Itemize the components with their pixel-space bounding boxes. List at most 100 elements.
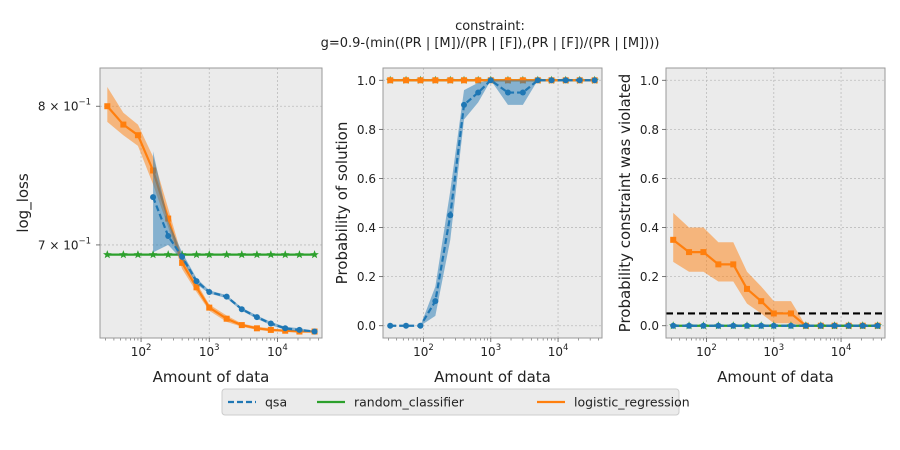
random_classifier-point <box>252 250 262 259</box>
qsa-point <box>730 322 737 329</box>
logistic_regression-point <box>417 77 424 84</box>
random_classifier-point <box>237 250 247 259</box>
qsa-point <box>758 322 765 329</box>
legend-entry-logistic_regression: logistic_regression <box>537 395 690 410</box>
qsa-point <box>223 293 230 300</box>
qsa-band <box>390 80 595 326</box>
series-group-2 <box>385 75 599 329</box>
x-tick-label: 102 <box>131 343 152 359</box>
panel-3: 102 103 104 0.0 0.2 0.4 0.6 0.8 1.0 Amount of dat… <box>616 67 886 386</box>
legend-box <box>221 388 680 416</box>
qsa-point <box>744 322 751 329</box>
qsa-point <box>461 101 468 108</box>
x-tick-label: 104 <box>548 343 569 359</box>
x-tick-label: 103 <box>480 343 501 359</box>
qsa-point <box>715 322 722 329</box>
logistic_regression-point <box>744 285 751 292</box>
plot-area-3 <box>666 68 885 338</box>
qsa-point <box>267 320 274 327</box>
random_classifier-point <box>163 250 173 259</box>
legend-label: logistic_regression <box>574 395 690 410</box>
qsa-point <box>311 328 318 335</box>
qsa-point <box>253 314 260 321</box>
logistic_regression-point <box>223 315 230 322</box>
x-axis-label: Amount of data <box>717 368 834 386</box>
y-axis-label: Probability of solution <box>333 122 351 285</box>
random_classifier-point <box>204 250 214 259</box>
logistic_regression-point <box>120 121 127 128</box>
qsa-point <box>831 322 838 329</box>
y-tick-label: 0.6 <box>357 172 376 186</box>
qsa-point <box>770 322 777 329</box>
qsa-point <box>519 89 526 96</box>
plot-area-2 <box>383 68 602 338</box>
logistic_regression-point <box>758 298 765 305</box>
series-qsa <box>150 151 318 335</box>
qsa-point <box>150 194 157 201</box>
logistic_regression-point <box>670 236 677 243</box>
qsa-point <box>845 322 852 329</box>
series-qsa <box>387 77 598 329</box>
logistic_regression-point <box>770 310 777 317</box>
qsa-point <box>548 77 555 84</box>
plot-frame-3 <box>665 67 886 339</box>
logistic_regression-point <box>715 261 722 268</box>
qsa-point <box>296 326 303 333</box>
logistic_regression-point <box>179 259 186 266</box>
qsa-point <box>193 278 200 285</box>
y-tick-label: 0.8 <box>640 123 659 137</box>
x-tick-label: 102 <box>696 343 717 359</box>
logistic_regression-point <box>104 103 111 110</box>
x-tick-label: 103 <box>199 343 220 359</box>
y-tick-label: 0.6 <box>640 172 659 186</box>
random_classifier-point <box>310 250 319 259</box>
qsa-point <box>576 77 583 84</box>
random_classifier-point <box>266 250 276 259</box>
series-qsa <box>670 322 881 329</box>
random_classifier-point <box>222 250 231 259</box>
logistic_regression-point <box>267 326 274 333</box>
series-group-1 <box>103 86 319 335</box>
y-tick-label: 1.0 <box>357 74 376 88</box>
qsa-point <box>670 322 677 329</box>
logistic_regression-point <box>461 77 468 84</box>
legend-label: random_classifier <box>354 395 465 410</box>
logistic_regression-point <box>387 77 394 84</box>
qsa-point <box>165 233 172 240</box>
random_classifier-point <box>133 250 143 259</box>
logistic_regression-band <box>673 212 878 326</box>
legend-entry-random_classifier: random_classifier <box>317 395 465 410</box>
logistic_regression-point <box>432 77 439 84</box>
logistic_regression-point <box>134 132 141 139</box>
panel-2: 102 103 104 0.0 0.2 0.4 0.6 0.8 1.0 Amount of dat… <box>333 67 603 386</box>
logistic_regression-point <box>730 261 737 268</box>
random_classifier-point <box>148 250 158 259</box>
logistic_regression-point <box>686 249 693 256</box>
qsa-point <box>447 212 454 219</box>
qsa-point <box>238 306 245 313</box>
logistic_regression-point <box>206 304 213 311</box>
logistic_regression-point <box>150 167 157 174</box>
qsa-point <box>487 77 494 84</box>
legend-entry-qsa: qsa <box>228 395 287 410</box>
y-tick-label: 0.4 <box>357 221 376 235</box>
y-tick-label: 0.4 <box>640 221 659 235</box>
qsa-point <box>206 288 213 295</box>
panels: 102 103 104 7 × 10−1 8 × 10−1 Amount of data l… <box>14 67 886 386</box>
y-tick-label: 0.8 <box>357 123 376 137</box>
x-tick-label: 102 <box>413 343 434 359</box>
qsa-point <box>179 253 186 260</box>
x-tick-label: 103 <box>763 343 784 359</box>
legend: qsa random_classifier logistic_regression <box>221 388 690 416</box>
logistic_regression-point <box>403 77 410 84</box>
qsa-point <box>562 77 569 84</box>
qsa-point <box>387 322 394 329</box>
qsa-point <box>874 322 881 329</box>
y-tick-label: 0.0 <box>640 319 659 333</box>
y-tick-label: 0.0 <box>357 319 376 333</box>
qsa-point <box>787 322 794 329</box>
plot-frame-1 <box>99 67 323 339</box>
series-group-3 <box>668 212 882 330</box>
panel-1: 102 103 104 7 × 10−1 8 × 10−1 Amount of data l… <box>14 67 323 386</box>
